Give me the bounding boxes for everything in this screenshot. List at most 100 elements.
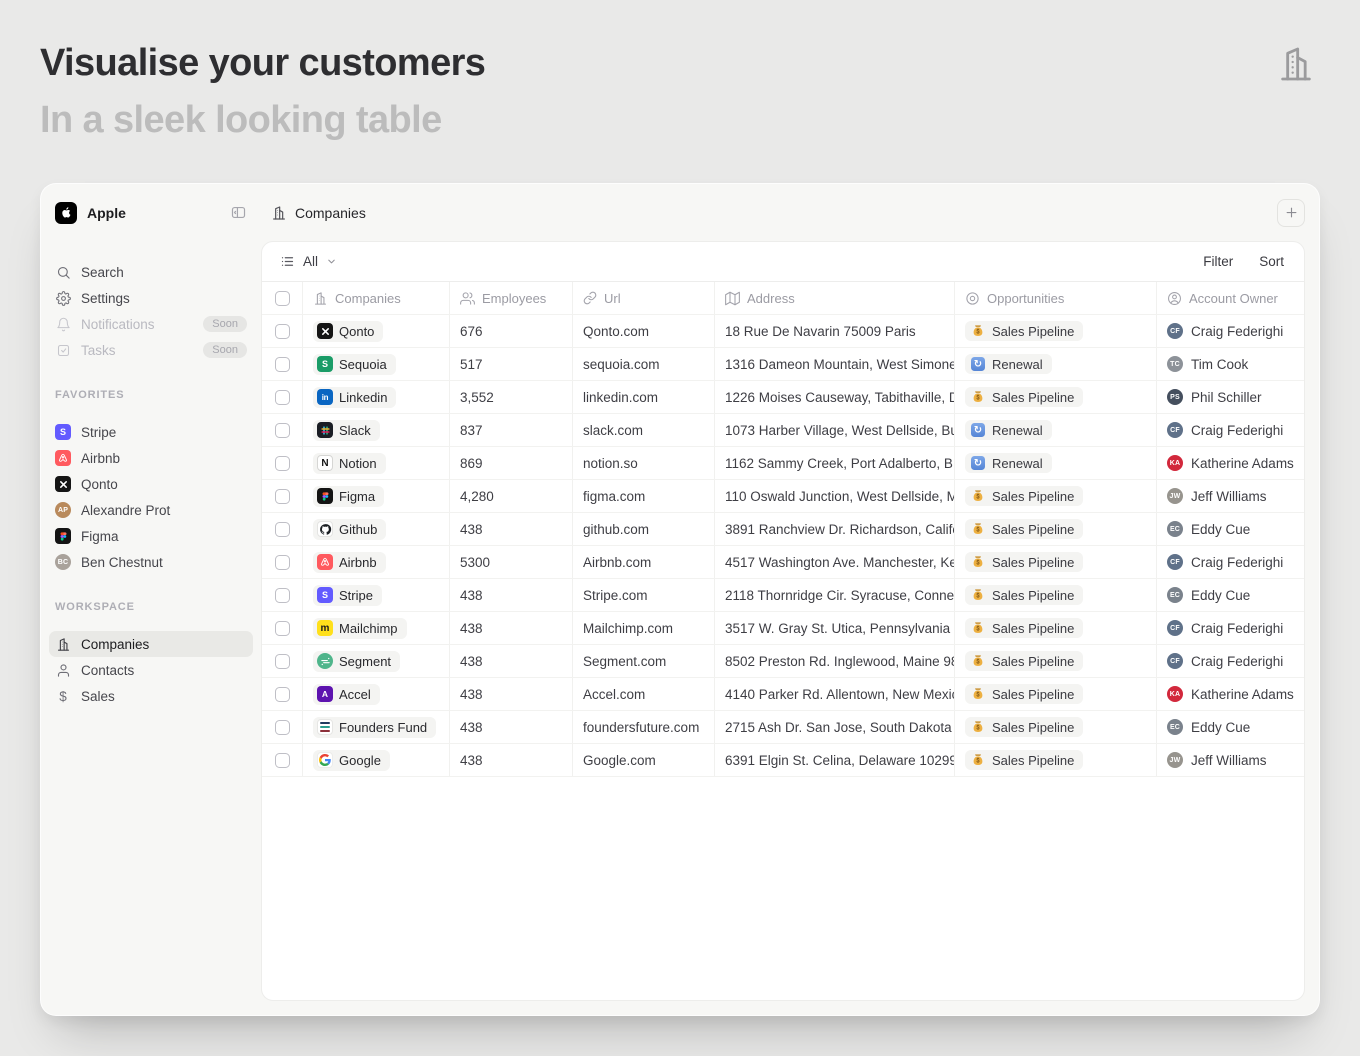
company-chip[interactable]: Google bbox=[313, 749, 390, 771]
company-chip[interactable]: m Mailchimp bbox=[313, 617, 407, 639]
sidebar-item-label: Figma bbox=[81, 528, 119, 544]
opportunity-badge[interactable]: Sales Pipeline bbox=[965, 717, 1084, 737]
row-checkbox[interactable] bbox=[274, 521, 290, 537]
table-row[interactable]: S Stripe 438 Stripe.com 2118 Thornridge C… bbox=[262, 579, 1304, 612]
row-checkbox[interactable] bbox=[274, 620, 290, 636]
row-checkbox[interactable] bbox=[274, 686, 290, 702]
opportunity-badge[interactable]: Sales Pipeline bbox=[965, 618, 1084, 638]
opportunity-label: Sales Pipeline bbox=[992, 521, 1075, 537]
table-row[interactable]: S Sequoia 517 sequoia.com 1316 Dameon Mou… bbox=[262, 348, 1304, 381]
company-chip[interactable]: Github bbox=[313, 518, 387, 540]
table-row[interactable]: Qonto 676 Qonto.com 18 Rue De Navarin 75… bbox=[262, 315, 1304, 348]
sidebar-item-contacts[interactable]: Contacts bbox=[49, 657, 253, 683]
opportunity-badge[interactable]: Sales Pipeline bbox=[965, 321, 1084, 341]
column-header-employees[interactable]: Employees bbox=[449, 282, 572, 314]
table-row[interactable]: A Accel 438 Accel.com 4140 Parker Rd. All… bbox=[262, 678, 1304, 711]
table-row[interactable]: Github 438 github.com 3891 Ranchview Dr.… bbox=[262, 513, 1304, 546]
sidebar-item-sales[interactable]: $ Sales bbox=[49, 683, 253, 709]
company-chip[interactable]: Airbnb bbox=[313, 551, 386, 573]
company-chip[interactable]: S Sequoia bbox=[313, 353, 396, 375]
url-cell: github.com bbox=[572, 513, 714, 545]
opportunity-badge[interactable]: Sales Pipeline bbox=[965, 651, 1084, 671]
sidebar-item-figma[interactable]: Figma bbox=[49, 523, 253, 549]
employees-cell: 438 bbox=[449, 612, 572, 644]
opportunity-badge[interactable]: ↻ Renewal bbox=[965, 420, 1052, 440]
owner-name: Phil Schiller bbox=[1191, 389, 1262, 405]
column-header-address[interactable]: Address bbox=[714, 282, 954, 314]
table-row[interactable]: m Mailchimp 438 Mailchimp.com 3517 W. Gra… bbox=[262, 612, 1304, 645]
column-header-opportunities[interactable]: Opportunities bbox=[954, 282, 1156, 314]
sidebar-item-stripe[interactable]: S Stripe bbox=[49, 419, 253, 445]
opportunity-badge[interactable]: ↻ Renewal bbox=[965, 453, 1052, 473]
table-row[interactable]: Airbnb 5300 Airbnb.com 4517 Washington A… bbox=[262, 546, 1304, 579]
sort-button[interactable]: Sort bbox=[1259, 254, 1284, 269]
column-header-companies[interactable]: Companies bbox=[302, 282, 449, 314]
sidebar-item-ben-chestnut[interactable]: BC Ben Chestnut bbox=[49, 549, 253, 575]
sidebar-item-settings[interactable]: Settings bbox=[49, 285, 253, 311]
opportunity-badge[interactable]: Sales Pipeline bbox=[965, 519, 1084, 539]
company-chip[interactable]: S Stripe bbox=[313, 584, 382, 606]
row-checkbox[interactable] bbox=[274, 455, 290, 471]
address-cell: 1073 Harber Village, West Dellside, Bu bbox=[714, 414, 954, 446]
opportunity-badge[interactable]: Sales Pipeline bbox=[965, 486, 1084, 506]
opportunity-badge[interactable]: Sales Pipeline bbox=[965, 552, 1084, 572]
address-cell: 8502 Preston Rd. Inglewood, Maine 98 bbox=[714, 645, 954, 677]
row-checkbox[interactable] bbox=[274, 554, 290, 570]
table-row[interactable]: Slack 837 slack.com 1073 Harber Village,… bbox=[262, 414, 1304, 447]
sidebar-item-label: Sales bbox=[81, 688, 115, 704]
filter-button[interactable]: Filter bbox=[1203, 254, 1234, 269]
row-checkbox[interactable] bbox=[274, 752, 290, 768]
company-chip[interactable]: Segment bbox=[313, 650, 401, 672]
money-bag-icon bbox=[973, 490, 983, 501]
url-cell: foundersfuture.com bbox=[572, 711, 714, 743]
owner-cell: EC Eddy Cue bbox=[1156, 513, 1304, 545]
company-chip[interactable]: Slack bbox=[313, 419, 380, 441]
company-name: Founders Fund bbox=[339, 719, 428, 735]
table-row[interactable]: Segment 438 Segment.com 8502 Preston Rd.… bbox=[262, 645, 1304, 678]
opportunity-badge[interactable]: Sales Pipeline bbox=[965, 750, 1084, 770]
opportunity-badge[interactable]: ↻ Renewal bbox=[965, 354, 1052, 374]
sidebar-item-airbnb[interactable]: Airbnb bbox=[49, 445, 253, 471]
bell-icon bbox=[55, 317, 71, 332]
table-row[interactable]: Founders Fund 438 foundersfuture.com 271… bbox=[262, 711, 1304, 744]
company-chip[interactable]: A Accel bbox=[313, 683, 380, 705]
row-checkbox[interactable] bbox=[274, 587, 290, 603]
row-checkbox[interactable] bbox=[274, 422, 290, 438]
sidebar-item-alexandre-prot[interactable]: AP Alexandre Prot bbox=[49, 497, 253, 523]
table-row[interactable]: Figma 4,280 figma.com 110 Oswald Junctio… bbox=[262, 480, 1304, 513]
column-header-url[interactable]: Url bbox=[572, 282, 714, 314]
sidebar-item-qonto[interactable]: Qonto bbox=[49, 471, 253, 497]
gear-icon bbox=[55, 290, 71, 306]
url-cell: sequoia.com bbox=[572, 348, 714, 380]
sidebar-collapse-icon[interactable] bbox=[228, 202, 249, 223]
row-checkbox[interactable] bbox=[274, 323, 290, 339]
view-switcher[interactable]: All bbox=[280, 254, 337, 269]
company-chip[interactable]: Figma bbox=[313, 485, 385, 507]
add-button[interactable] bbox=[1277, 198, 1305, 227]
opportunity-badge[interactable]: Sales Pipeline bbox=[965, 387, 1084, 407]
employees-cell: 869 bbox=[449, 447, 572, 479]
workspace-switcher[interactable]: Apple bbox=[49, 184, 253, 241]
row-checkbox[interactable] bbox=[274, 356, 290, 372]
table-row[interactable]: N Notion 869 notion.so 1162 Sammy Creek, … bbox=[262, 447, 1304, 480]
row-checkbox[interactable] bbox=[274, 389, 290, 405]
row-checkbox[interactable] bbox=[274, 719, 290, 735]
company-chip[interactable]: Founders Fund bbox=[313, 716, 437, 738]
company-chip[interactable]: N Notion bbox=[313, 452, 386, 474]
opportunity-badge[interactable]: Sales Pipeline bbox=[965, 684, 1084, 704]
row-checkbox[interactable] bbox=[274, 653, 290, 669]
avatar: KA bbox=[1167, 455, 1183, 471]
table-row[interactable]: in Linkedin 3,552 linkedin.com 1226 Moise… bbox=[262, 381, 1304, 414]
table-row[interactable]: Google 438 Google.com 6391 Elgin St. Cel… bbox=[262, 744, 1304, 777]
column-header-account-owner[interactable]: Account Owner bbox=[1156, 282, 1304, 314]
select-all-checkbox[interactable] bbox=[274, 290, 290, 306]
row-checkbox[interactable] bbox=[274, 488, 290, 504]
opportunity-badge[interactable]: Sales Pipeline bbox=[965, 585, 1084, 605]
map-icon bbox=[725, 291, 740, 306]
sidebar-item-companies[interactable]: Companies bbox=[49, 631, 253, 657]
owner-name: Eddy Cue bbox=[1191, 587, 1251, 603]
airbnb-logo-icon bbox=[55, 450, 71, 466]
sidebar-item-search[interactable]: Search bbox=[49, 259, 253, 285]
company-chip[interactable]: Qonto bbox=[313, 320, 384, 342]
company-chip[interactable]: in Linkedin bbox=[313, 386, 397, 408]
